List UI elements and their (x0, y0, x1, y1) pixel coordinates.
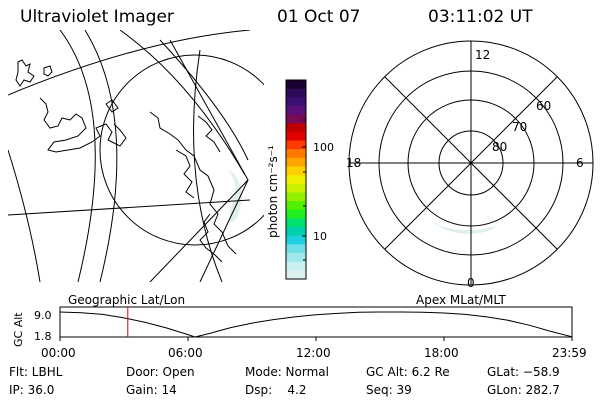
coastline (105, 99, 119, 113)
lat-label-80: 80 (492, 140, 507, 154)
colorbar-cell (286, 140, 306, 150)
colorbar-cell (286, 88, 306, 98)
x-tick-label: 18:00 (424, 346, 459, 360)
coastline (149, 111, 237, 255)
aurora-patch (432, 222, 496, 234)
seq-info: Seq: 39 (366, 383, 412, 397)
app-title: Ultraviolet Imager (20, 7, 174, 27)
latitude-line (8, 199, 251, 216)
mlt-label-18: 18 (346, 156, 361, 170)
colorbar-cell (286, 227, 306, 237)
polar-labels: 12 18 6 0 60 70 80 (346, 48, 584, 290)
y-axis-label: GC Alt (12, 312, 25, 347)
y-tick-label: 1.8 (34, 330, 52, 343)
colorbar-cell (286, 209, 306, 220)
glat-info: GLat: −58.9 (487, 365, 560, 379)
coastline (199, 213, 223, 263)
colorbar-cell (286, 261, 306, 271)
strip-title-left: Geographic Lat/Lon (68, 293, 185, 307)
coastline (39, 97, 127, 153)
colorbar-cell (286, 192, 306, 202)
longitude-line (199, 179, 249, 282)
longitude-line (59, 30, 96, 282)
polar-diagonal (384, 76, 558, 250)
door-info: Door: Open (126, 365, 195, 379)
mlt-label-0: 0 (467, 276, 475, 290)
colorbar-cell (286, 270, 306, 280)
colorbar-tick-label: 100 (313, 141, 334, 154)
altitude-strip: Geographic Lat/Lon Apex MLat/MLT GC Alt … (12, 293, 587, 360)
coastline (197, 115, 221, 153)
colorbar-cell (286, 97, 306, 107)
colorbar-cell (286, 123, 306, 133)
colorbar-unit-label: photon cm⁻²s⁻¹ (266, 145, 280, 238)
polar-plot (348, 40, 594, 286)
x-tick-label: 23:59 (552, 346, 587, 360)
aurora-patch (228, 170, 242, 222)
geographic-map (8, 30, 264, 282)
x-axis-ticks (59, 337, 573, 341)
colorbar-tick-label: 10 (313, 230, 327, 243)
colorbar-cell (286, 157, 306, 168)
longitude-line (149, 39, 249, 282)
y-tick-label: 9.0 (34, 309, 52, 322)
coastline (43, 65, 53, 77)
date-label: 01 Oct 07 (277, 7, 361, 27)
x-tick-label: 12:00 (296, 346, 331, 360)
colorbar-frame (285, 79, 307, 280)
colorbar-cell (286, 114, 306, 124)
gain-info: Gain: 14 (126, 383, 177, 397)
colorbar-cell (286, 131, 306, 142)
longitude-line (84, 30, 118, 282)
latitude-line (8, 30, 251, 96)
colorbar-gradient (286, 80, 306, 280)
coastline (175, 149, 195, 199)
dsp-info: Dsp: 4.2 (245, 383, 307, 397)
series-line-orbit-altitude (59, 311, 572, 338)
lat-label-70: 70 (512, 120, 527, 134)
filter-info: Flt: LBHL (9, 365, 63, 379)
colorbar-cell (286, 166, 306, 176)
colorbar-cell (286, 175, 306, 185)
colorbar-cell (286, 253, 306, 263)
colorbar-cell (286, 80, 306, 90)
mlt-label-12: 12 (475, 48, 490, 62)
colorbar-cell (286, 149, 306, 159)
mode-info: Mode: Normal (245, 365, 329, 379)
ip-info: IP: 36.0 (9, 383, 55, 397)
longitude-line (159, 39, 249, 161)
gc-alt-info: GC Alt: 6.2 Re (366, 365, 450, 379)
longitude-line (8, 149, 41, 282)
colorbar-cell (286, 183, 306, 194)
colorbar-cell (286, 244, 306, 254)
colorbar: 100 10 photon cm⁻²s⁻¹ (266, 79, 334, 280)
strip-title-right: Apex MLat/MLT (416, 293, 506, 307)
x-tick-label: 00:00 (41, 346, 76, 360)
time-label: 03:11:02 UT (428, 7, 533, 27)
coastline (15, 59, 35, 87)
latitude-line (119, 30, 246, 176)
mlt-label-6: 6 (576, 156, 584, 170)
colorbar-cell (286, 201, 306, 211)
colorbar-cell (286, 218, 306, 228)
earth-limb (99, 54, 264, 246)
colorbar-cell (286, 105, 306, 116)
x-tick-label: 06:00 (168, 346, 203, 360)
glon-info: GLon: 282.7 (487, 383, 560, 397)
strip-frame (59, 306, 573, 338)
colorbar-cell (286, 235, 306, 245)
lat-label-60: 60 (536, 99, 551, 113)
